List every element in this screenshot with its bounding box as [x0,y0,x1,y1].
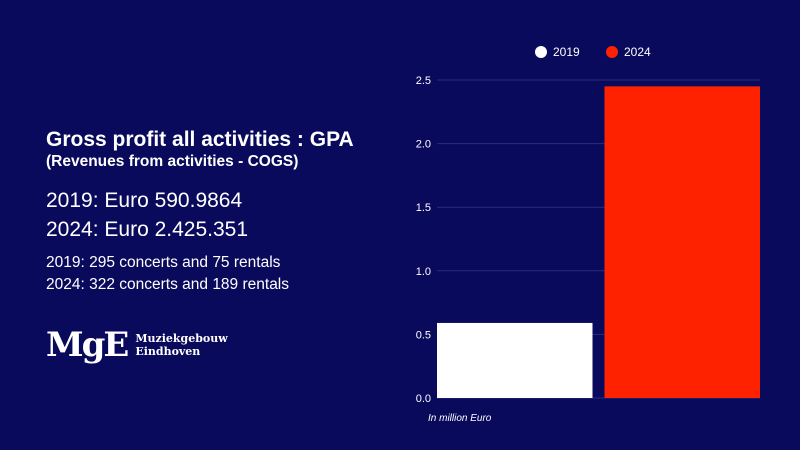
events-2024: 2024: 322 concerts and 189 rentals [46,276,290,293]
chart-title: Gross profit all activities : GPA [46,128,354,151]
bar-2024 [604,86,760,399]
y-tick-label: 1.0 [416,266,431,278]
legend-label-2024: 2024 [624,45,651,59]
unit-label: In million Euro [428,413,492,424]
value-2019: 2019: Euro 590.9864 [46,189,243,212]
legend: 2019 2024 [535,45,651,59]
logo-text: Muziekgebouw Eindhoven [135,332,227,358]
text-panel: Gross profit all activities : GPA (Reven… [46,128,396,296]
y-tick-label: 2.5 [416,75,431,87]
value-2024: 2024: Euro 2.425.351 [46,218,249,241]
legend-swatch-2024 [606,46,618,58]
logo-line1: Muziekgebouw [135,332,228,345]
y-tick-label: 0.0 [416,393,431,405]
legend-label-2019: 2019 [553,45,580,59]
events-2019: 2019: 295 concerts and 75 rentals [46,254,281,271]
bars [437,86,760,399]
logo-line2: Eindhoven [135,345,201,358]
logo: MgE Muziekgebouw Eindhoven [46,325,228,365]
y-tick-label: 1.5 [416,202,431,214]
chart-subtitle: (Revenues from activities - COGS) [46,153,299,170]
logo-mark: MgE [46,325,129,365]
y-axis-ticks: 0.0 0.5 1.0 1.5 2.0 2.5 [416,75,431,405]
y-tick-label: 2.0 [416,139,431,151]
bar-2019 [437,322,593,398]
legend-swatch-2019 [535,46,547,58]
y-tick-label: 0.5 [416,329,431,341]
